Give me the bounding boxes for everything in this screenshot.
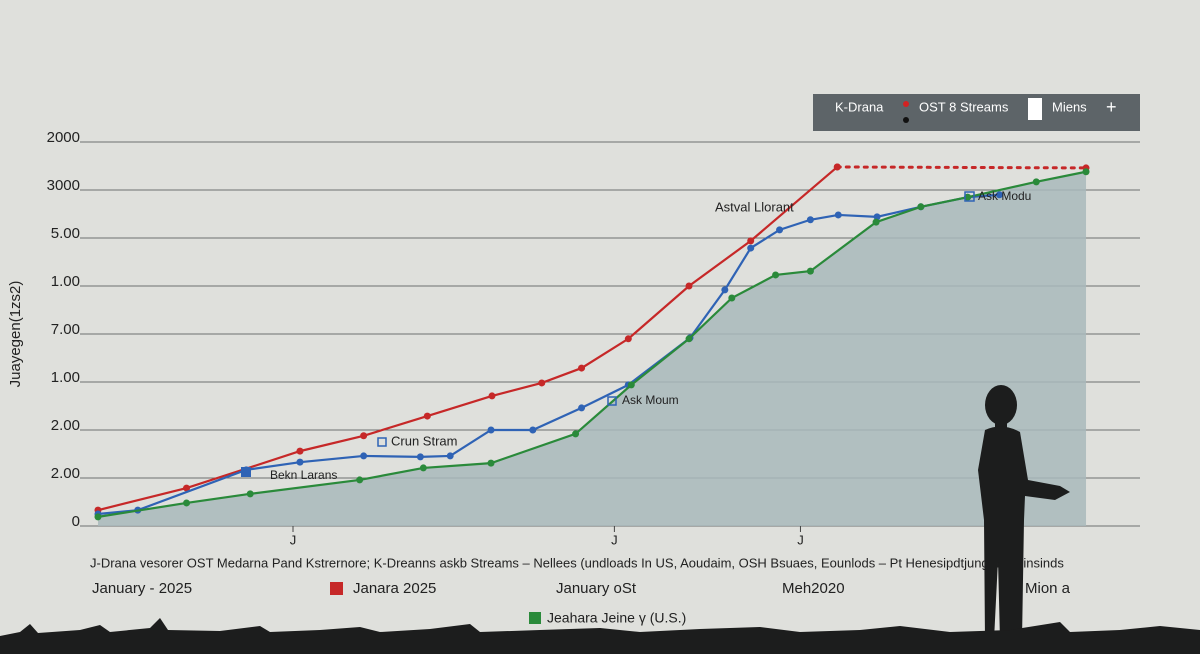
point — [964, 193, 972, 201]
point — [578, 404, 586, 412]
line — [96, 165, 839, 512]
annotation-icon — [377, 437, 387, 447]
point — [296, 458, 304, 466]
point — [1032, 178, 1040, 186]
point — [446, 452, 454, 460]
point — [685, 282, 693, 290]
footer-label: Jeahara Jeine γ (U.S.) — [547, 610, 686, 626]
x-tick-label: J — [797, 532, 804, 547]
y-tick-label: 0 — [72, 513, 80, 530]
footer-label: Mion a — [1025, 580, 1071, 597]
legend-item: OST 8 Streams — [919, 99, 1009, 114]
caption: J-Drana vesorer OST Medarna Pand Kstrern… — [90, 555, 1064, 570]
annotation: Crun Stram — [391, 433, 457, 448]
footer-label: Meh2020 — [782, 580, 845, 597]
y-tick-label: 7.00 — [51, 321, 80, 338]
point — [873, 213, 881, 221]
annotation-icon — [607, 396, 617, 406]
point — [360, 452, 368, 460]
point — [772, 271, 780, 279]
y-axis-label: Juayegen(1zs2) — [7, 281, 24, 388]
point — [94, 513, 102, 521]
ground — [0, 618, 1200, 654]
plot: 0 2.00 2.00 1.00 7.00 1.00 5.00 3000 2000 J J J — [47, 129, 1140, 547]
point — [487, 426, 495, 434]
annotation-icon — [241, 467, 251, 477]
x-tick-label: J — [290, 532, 297, 547]
point — [1082, 168, 1090, 176]
point — [356, 476, 364, 484]
y-tick-label: 1.00 — [51, 369, 80, 386]
point — [183, 499, 191, 507]
y-tick-label: 3000 — [47, 177, 80, 194]
y-tick-label: 2.00 — [51, 465, 80, 482]
annotation: Astval Llorant — [715, 199, 794, 214]
y-tick-label: 2.00 — [51, 417, 80, 434]
x-tick-label: J — [611, 532, 618, 547]
legend-item: Miens — [1052, 99, 1087, 114]
point — [872, 218, 880, 226]
point — [806, 216, 814, 224]
legend-item: K-Drana — [835, 99, 884, 114]
point — [246, 490, 254, 498]
point — [360, 432, 368, 440]
footer-swatch — [529, 612, 541, 624]
point — [183, 484, 191, 492]
point — [423, 412, 431, 420]
point — [627, 381, 635, 389]
point — [728, 294, 736, 302]
legend-item: + — [1106, 97, 1117, 117]
point — [806, 267, 814, 275]
footer-label: January - 2025 — [92, 580, 192, 597]
point — [419, 464, 427, 472]
point — [747, 237, 755, 245]
point — [685, 335, 693, 343]
point — [776, 226, 784, 234]
legend-swatch — [903, 101, 909, 107]
y-tick-label: 5.00 — [51, 225, 80, 242]
point — [833, 163, 841, 171]
point — [834, 211, 842, 219]
legend-box — [813, 94, 1140, 131]
point — [487, 459, 495, 467]
point — [416, 453, 424, 461]
point — [572, 430, 580, 438]
point — [296, 447, 304, 455]
footer-label: January oSt — [556, 580, 637, 597]
legend-swatch — [1028, 98, 1042, 120]
line — [835, 165, 1088, 170]
y-tick-label: 2000 — [47, 129, 80, 146]
point — [995, 191, 1003, 199]
area — [97, 171, 1087, 526]
point — [488, 392, 496, 400]
point — [721, 286, 729, 294]
annotation-icon — [964, 191, 975, 202]
footer-label: Janara 2025 — [353, 580, 436, 597]
legend-swatch — [903, 117, 909, 123]
point — [538, 379, 546, 387]
person-silhouette — [978, 385, 1070, 640]
point — [624, 335, 632, 343]
annotation: Bekn Larans — [270, 468, 337, 482]
annotation: Ask Moum — [622, 393, 679, 407]
point — [578, 364, 586, 372]
point — [917, 203, 925, 211]
footer-swatch — [330, 582, 343, 595]
point — [747, 244, 755, 252]
point — [529, 426, 537, 434]
y-tick-label: 1.00 — [51, 273, 80, 290]
annotation: Ask Modu — [978, 189, 1031, 203]
